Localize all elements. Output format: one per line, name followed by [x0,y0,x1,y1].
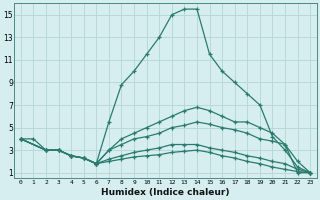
X-axis label: Humidex (Indice chaleur): Humidex (Indice chaleur) [101,188,230,197]
